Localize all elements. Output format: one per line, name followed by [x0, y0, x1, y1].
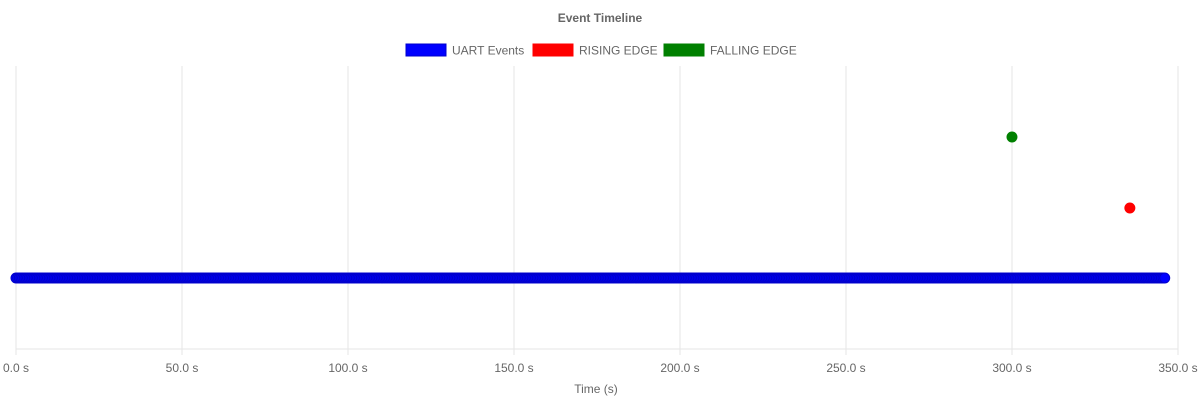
legend-swatch [532, 43, 574, 57]
series-layer [10, 131, 1171, 284]
legend-item[interactable]: RISING EDGE [532, 43, 658, 58]
legend: UART Events RISING EDGE FALLING EDGE [405, 43, 797, 58]
legend-label: RISING EDGE [579, 44, 658, 58]
legend-swatch [663, 43, 705, 57]
x-axis-ticks: 0.0 s 50.0 s 100.0 s 150.0 s 200.0 s 250.0 s 3… [3, 361, 1198, 375]
x-tick-label: 150.0 s [494, 361, 533, 375]
chart-title: Event Timeline [558, 11, 643, 25]
x-tick-label: 300.0 s [992, 361, 1031, 375]
data-point[interactable] [1159, 272, 1171, 284]
legend-item[interactable]: UART Events [405, 43, 524, 58]
x-tick-label: 350.0 s [1158, 361, 1197, 375]
series-uart-events [10, 272, 1171, 284]
series-falling-edge [1006, 131, 1018, 143]
series-rising-edge [1124, 202, 1136, 214]
legend-label: UART Events [452, 44, 524, 58]
data-point[interactable] [1006, 131, 1018, 143]
x-tick-label: 100.0 s [328, 361, 367, 375]
x-tick-label: 250.0 s [826, 361, 865, 375]
legend-label: FALLING EDGE [710, 44, 797, 58]
x-axis-label: Time (s) [574, 382, 618, 396]
grid [15, 66, 1179, 355]
legend-swatch [405, 43, 447, 57]
x-tick-label: 50.0 s [166, 361, 199, 375]
legend-item[interactable]: FALLING EDGE [663, 43, 797, 58]
x-tick-label: 200.0 s [660, 361, 699, 375]
x-tick-label: 0.0 s [3, 361, 29, 375]
data-point[interactable] [1124, 202, 1136, 214]
